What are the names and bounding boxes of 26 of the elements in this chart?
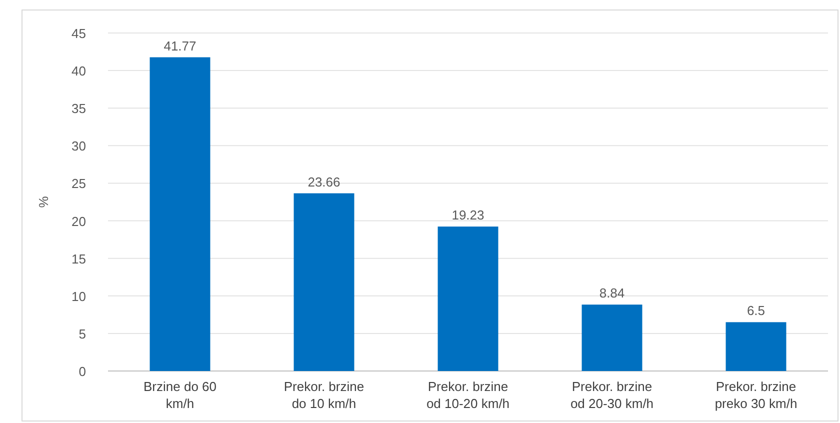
bar	[294, 193, 354, 371]
y-tick-label: 30	[72, 138, 86, 154]
bar	[582, 304, 642, 371]
y-tick-label: 0	[78, 364, 86, 379]
x-tick-label: Prekor. brzine od 10-20 km/h	[426, 379, 510, 411]
data-label: 6.5	[746, 303, 766, 318]
y-tick-label: 20	[72, 214, 86, 229]
y-tick-label: 5	[78, 326, 86, 342]
bar	[150, 57, 210, 371]
data-label: 19.23	[452, 208, 484, 223]
y-tick-label: 15	[72, 251, 86, 266]
y-axis-title: %	[36, 196, 51, 208]
y-tick-label: 35	[72, 101, 86, 116]
bar	[438, 226, 498, 371]
y-tick-label: 10	[72, 288, 86, 304]
bar	[726, 322, 786, 371]
x-tick-label: Prekor. brzine do 10 km/h	[284, 379, 364, 411]
x-tick-label: Prekor. brzine od 20-30 km/h	[570, 379, 654, 411]
y-tick-label: 40	[72, 64, 86, 79]
data-label: 23.66	[308, 174, 340, 190]
x-tick-label: Brzine do 60 km/h	[144, 379, 216, 411]
data-label: 41.77	[164, 38, 196, 54]
x-tick-label: Prekor. brzine preko 30 km/h	[714, 379, 798, 411]
y-tick-label: 25	[72, 176, 86, 192]
y-tick-label: 45	[72, 26, 86, 41]
data-label: 8.84	[599, 286, 625, 301]
